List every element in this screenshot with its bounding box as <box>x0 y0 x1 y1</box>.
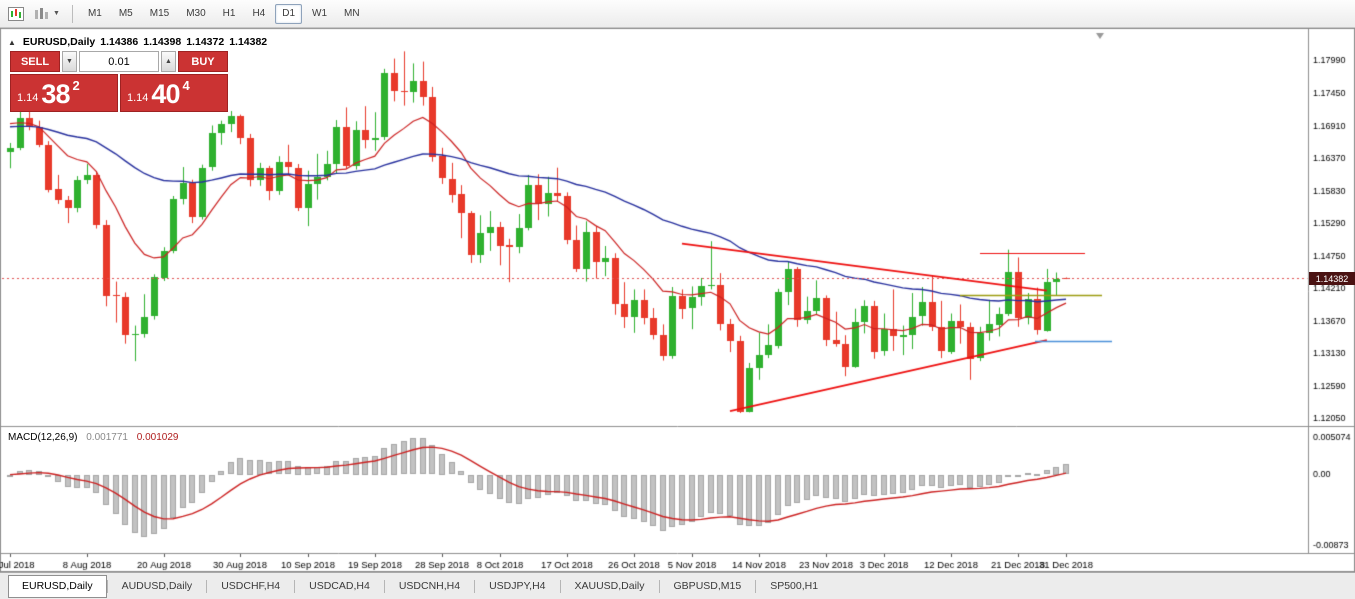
sell-price-point: 2 <box>72 78 80 93</box>
sell-price-prefix: 1.14 <box>17 92 39 104</box>
chart-area: ▲ EURUSD,Daily 1.14386 1.14398 1.14372 1… <box>0 28 1355 572</box>
ohlc-close: 1.14382 <box>229 36 268 48</box>
one-click-trading-panel: SELL ▼ ▲ BUY 1.14 38 2 1.14 40 4 <box>10 51 228 112</box>
ohlc-high: 1.14398 <box>143 36 182 48</box>
current-price-badge: 1.14382 <box>1309 272 1355 285</box>
timeframe-bar: M1 M5 M15 M30 H1 H4 D1 W1 MN <box>81 3 367 24</box>
tab-separator <box>206 579 208 593</box>
macd-name: MACD(12,26,9) <box>8 432 78 443</box>
tab-separator <box>383 579 385 593</box>
tab-gbpusd-m15[interactable]: GBPUSD,M15 <box>673 580 742 592</box>
tab-audusd-daily[interactable]: AUDUSD,Daily <box>121 580 193 592</box>
sell-button[interactable]: SELL <box>10 51 60 72</box>
tab-eurusd-daily[interactable]: EURUSD,Daily <box>8 574 107 598</box>
volume-decrease-button[interactable]: ▼ <box>62 51 77 72</box>
macd-main-value: 0.001771 <box>86 432 128 443</box>
one-click-toggle-icon[interactable]: ▲ <box>8 37 16 47</box>
price-chart-canvas[interactable] <box>0 28 1355 572</box>
chart-header: ▲ EURUSD,Daily 1.14386 1.14398 1.14372 1… <box>8 36 267 48</box>
candlestick-chart-icon <box>8 6 24 21</box>
one-click-price-row: 1.14 38 2 1.14 40 4 <box>10 74 228 112</box>
tab-xauusd-daily[interactable]: XAUUSD,Daily <box>574 580 645 592</box>
one-click-order-row: SELL ▼ ▲ BUY <box>10 51 228 72</box>
buy-price-pips: 40 <box>151 79 180 110</box>
timeframe-m15[interactable]: M15 <box>149 8 170 19</box>
timeframe-h1[interactable]: H1 <box>222 8 236 19</box>
tab-sp500-h1[interactable]: SP500,H1 <box>770 580 819 592</box>
tab-separator <box>474 579 476 593</box>
tab-separator <box>294 579 296 593</box>
tab-usdjpy-h4[interactable]: USDJPY,H4 <box>489 580 546 592</box>
tab-separator <box>106 579 108 593</box>
buy-price-point: 4 <box>182 78 190 93</box>
timeframe-m30[interactable]: M30 <box>186 8 206 19</box>
caret-down-icon: ▼ <box>66 58 73 65</box>
symbol-period-label: EURUSD,Daily <box>22 36 96 48</box>
tab-separator <box>658 579 660 593</box>
timeframe-m1[interactable]: M1 <box>87 8 102 19</box>
volume-input[interactable] <box>79 51 159 72</box>
tab-usdcnh-h4[interactable]: USDCNH,H4 <box>398 580 461 592</box>
ohlc-open: 1.14386 <box>100 36 139 48</box>
buy-price-box[interactable]: 1.14 40 4 <box>120 74 228 112</box>
chart-window-button[interactable] <box>4 3 28 25</box>
tab-separator <box>755 579 757 593</box>
tab-usdchf-h4[interactable]: USDCHF,H4 <box>221 580 281 592</box>
toolbar: ▼ M1 M5 M15 M30 H1 H4 D1 W1 MN <box>0 0 1355 28</box>
timeframe-w1[interactable]: W1 <box>312 8 328 19</box>
caret-up-icon: ▲ <box>165 58 172 65</box>
sell-price-pips: 38 <box>41 79 70 110</box>
buy-price-prefix: 1.14 <box>127 92 149 104</box>
timeframe-mn[interactable]: MN <box>344 8 360 19</box>
chart-tabs-bar: EURUSD,Daily AUDUSD,Daily USDCHF,H4 USDCAD,… <box>0 572 1355 599</box>
timeframe-d1[interactable]: D1 <box>275 3 303 24</box>
chevron-down-icon: ▼ <box>53 10 60 17</box>
chart-style-icon <box>35 7 48 19</box>
ohlc-low: 1.14372 <box>186 36 225 48</box>
volume-field-wrap <box>79 51 159 72</box>
sell-price-box[interactable]: 1.14 38 2 <box>10 74 118 112</box>
buy-button[interactable]: BUY <box>178 51 228 72</box>
toolbar-separator <box>71 4 73 23</box>
timeframe-h4[interactable]: H4 <box>252 8 266 19</box>
macd-indicator-label: MACD(12,26,9) 0.001771 0.001029 <box>8 432 178 443</box>
chart-tools-dropdown[interactable]: ▼ <box>30 3 64 25</box>
volume-increase-button[interactable]: ▲ <box>161 51 176 72</box>
timeframe-m5[interactable]: M5 <box>118 8 133 19</box>
macd-signal-value: 0.001029 <box>136 432 179 443</box>
tab-separator <box>559 579 561 593</box>
tab-usdcad-h4[interactable]: USDCAD,H4 <box>309 580 370 592</box>
